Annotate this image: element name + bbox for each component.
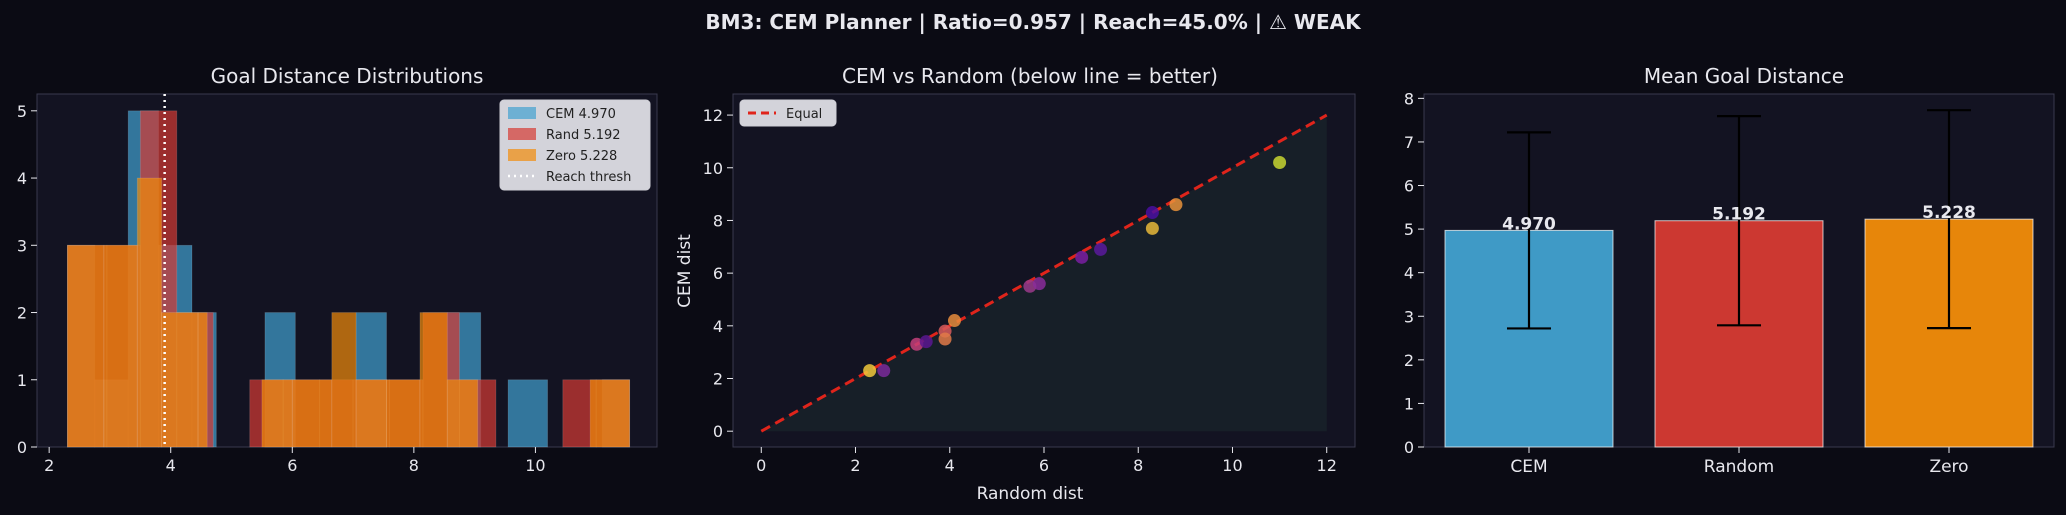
scatter-point [1145, 221, 1159, 235]
scatter-point [1169, 198, 1183, 212]
histogram-legend [499, 99, 651, 191]
bar-value-label: 5.192 [1712, 205, 1766, 225]
bar-y-tick-label: 7 [1404, 133, 1414, 152]
scatter-point [938, 332, 952, 346]
histogram-bar-zero [136, 177, 163, 448]
histogram-bar-zero [331, 312, 357, 448]
scatter-y-tick-label: 10 [703, 159, 723, 178]
histogram-y-tick-label: 2 [17, 304, 27, 323]
histogram-bar-zero [589, 379, 631, 448]
scatter-legend [739, 99, 837, 127]
bar-value-label: 4.970 [1502, 214, 1556, 234]
legend-label: Zero 5.228 [546, 149, 617, 164]
histogram-y-tick-label: 4 [17, 169, 27, 188]
scatter-x-tick-label: 6 [1039, 456, 1049, 475]
bar-value-label: 5.228 [1922, 203, 1976, 223]
legend-swatch-zero [508, 149, 536, 161]
histogram-x-tick-label: 8 [409, 456, 419, 475]
histogram-bar-cem [507, 379, 548, 448]
histogram-bar-zero [103, 244, 138, 448]
scatter-y-tick-label: 4 [713, 317, 723, 336]
bar-category-label: CEM [1510, 457, 1547, 477]
scatter-ylabel: CEM dist [675, 234, 695, 308]
legend-label: Equal [786, 107, 822, 122]
histogram-y-tick-label: 1 [17, 371, 27, 390]
scatter-point [863, 364, 877, 378]
histogram-y-tick-label: 0 [17, 438, 27, 457]
histogram-bar-zero [355, 379, 387, 448]
histogram-x-tick-label: 4 [166, 456, 176, 475]
legend-label: Reach thresh [546, 170, 631, 185]
scatter-point [1075, 250, 1089, 264]
scatter-x-tick-label: 12 [1317, 456, 1337, 475]
scatter-x-tick-label: 2 [850, 456, 860, 475]
figure-title: BM3: CEM Planner | Ratio=0.957 | Reach=4… [705, 10, 1362, 34]
scatter-point [1273, 155, 1287, 169]
scatter-point [919, 335, 933, 349]
histogram-x-tick-label: 2 [44, 456, 54, 475]
legend-label: CEM 4.970 [546, 107, 616, 122]
scatter-x-tick-label: 4 [945, 456, 955, 475]
legend-swatch-cem [508, 107, 536, 119]
scatter-y-tick-label: 8 [713, 211, 723, 230]
histogram-bar-zero [291, 379, 333, 448]
bar-panel: Mean Goal Distance 4.970 CEM 5.192 Random 5.… [1404, 64, 2055, 477]
histogram-bar-zero [386, 379, 421, 448]
bar-y-tick-label: 5 [1404, 220, 1414, 239]
scatter-x-tick-label: 0 [756, 456, 766, 475]
legend-swatch-rand [508, 128, 536, 140]
scatter-title: CEM vs Random (below line = better) [842, 64, 1218, 88]
bar-category-label: Zero [1929, 457, 1968, 477]
histogram-x-tick-label: 10 [525, 456, 545, 475]
bar-y-tick-label: 2 [1404, 351, 1414, 370]
histogram-bar-zero [197, 312, 208, 448]
histogram-panel: Goal Distance Distributions 2 4 6 8 10 0 1 2 3 4 5… [17, 64, 658, 475]
histogram-bar-zero [419, 312, 448, 448]
scatter-x-tick-label: 8 [1133, 456, 1143, 475]
scatter-y-tick-label: 6 [713, 264, 723, 283]
scatter-point [877, 364, 891, 378]
bar-y-tick-label: 0 [1404, 438, 1414, 457]
histogram-y-tick-label: 5 [17, 102, 27, 121]
scatter-point [1145, 206, 1159, 220]
legend-label: Rand 5.192 [546, 128, 621, 143]
scatter-point [1032, 277, 1046, 291]
bar-category-label: Random [1704, 457, 1774, 477]
histogram-title: Goal Distance Distributions [211, 64, 484, 88]
scatter-y-tick-label: 0 [713, 422, 723, 441]
histogram-bar-zero [66, 244, 105, 448]
scatter-y-tick-label: 12 [703, 106, 723, 125]
equal-line [760, 113, 1328, 433]
scatter-point [1094, 242, 1108, 256]
histogram-bar-zero [446, 379, 479, 448]
scatter-xlabel: Random dist [977, 484, 1084, 504]
histogram-x-tick-label: 6 [287, 456, 297, 475]
scatter-y-tick-label: 2 [713, 370, 723, 389]
scatter-panel: CEM vs Random (below line = better) Rand… [675, 64, 1356, 504]
bar-y-tick-label: 8 [1404, 89, 1414, 108]
histogram-bar-zero [161, 312, 199, 448]
scatter-point [947, 314, 961, 328]
bar-y-tick-label: 6 [1404, 177, 1414, 196]
bar-y-tick-label: 4 [1404, 264, 1414, 283]
histogram-bar-zero [261, 379, 293, 448]
bar-y-tick-label: 1 [1404, 394, 1414, 413]
scatter-x-tick-label: 10 [1222, 456, 1242, 475]
bar-y-tick-label: 3 [1404, 307, 1414, 326]
histogram-y-tick-label: 3 [17, 236, 27, 255]
bar-title: Mean Goal Distance [1644, 64, 1844, 88]
